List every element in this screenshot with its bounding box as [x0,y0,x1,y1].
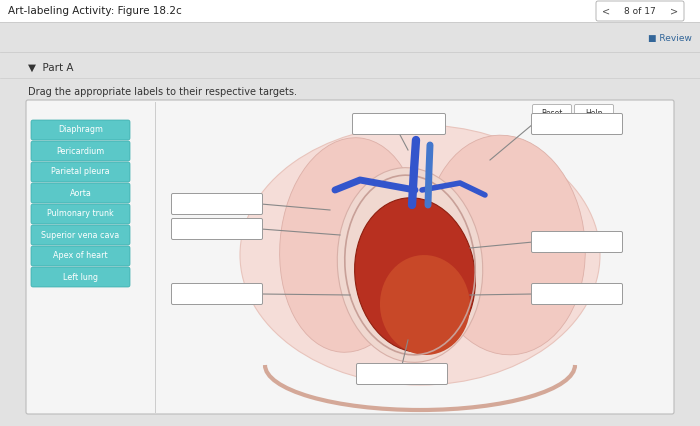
FancyBboxPatch shape [356,363,447,385]
Text: Reset: Reset [541,109,563,118]
Text: Left lung: Left lung [63,273,98,282]
Text: Drag the appropriate labels to their respective targets.: Drag the appropriate labels to their res… [28,87,297,97]
FancyBboxPatch shape [172,219,262,239]
Ellipse shape [240,125,600,385]
Text: Pulmonary trunk: Pulmonary trunk [47,210,114,219]
FancyBboxPatch shape [31,246,130,266]
FancyBboxPatch shape [31,120,130,140]
Ellipse shape [425,135,585,355]
FancyBboxPatch shape [172,283,262,305]
FancyBboxPatch shape [531,283,622,305]
FancyBboxPatch shape [596,1,684,21]
FancyBboxPatch shape [575,104,613,121]
Ellipse shape [279,138,421,352]
FancyBboxPatch shape [31,204,130,224]
Text: Apex of heart: Apex of heart [53,251,108,261]
Text: 8 of 17: 8 of 17 [624,6,656,15]
Bar [0,0,700,22]
Text: >: > [670,6,678,16]
Text: ▼  Part A: ▼ Part A [28,63,74,73]
FancyBboxPatch shape [172,193,262,215]
Text: Art-labeling Activity: Figure 18.2c: Art-labeling Activity: Figure 18.2c [8,6,182,16]
FancyBboxPatch shape [31,162,130,182]
Text: Parietal pleura: Parietal pleura [51,167,110,176]
Ellipse shape [337,168,483,363]
FancyBboxPatch shape [26,100,674,414]
Text: ■ Review: ■ Review [648,34,692,43]
Text: <: < [602,6,610,16]
FancyBboxPatch shape [531,113,622,135]
FancyBboxPatch shape [31,183,130,203]
FancyBboxPatch shape [533,104,571,121]
FancyBboxPatch shape [31,225,130,245]
Text: Diaphragm: Diaphragm [58,126,103,135]
Ellipse shape [380,255,470,355]
Text: Aorta: Aorta [69,188,92,198]
Text: Help: Help [585,109,603,118]
FancyBboxPatch shape [531,231,622,253]
Text: Superior vena cava: Superior vena cava [41,230,120,239]
Ellipse shape [355,198,475,352]
Text: Pericardium: Pericardium [57,147,104,155]
FancyBboxPatch shape [31,267,130,287]
FancyBboxPatch shape [353,113,445,135]
FancyBboxPatch shape [31,141,130,161]
